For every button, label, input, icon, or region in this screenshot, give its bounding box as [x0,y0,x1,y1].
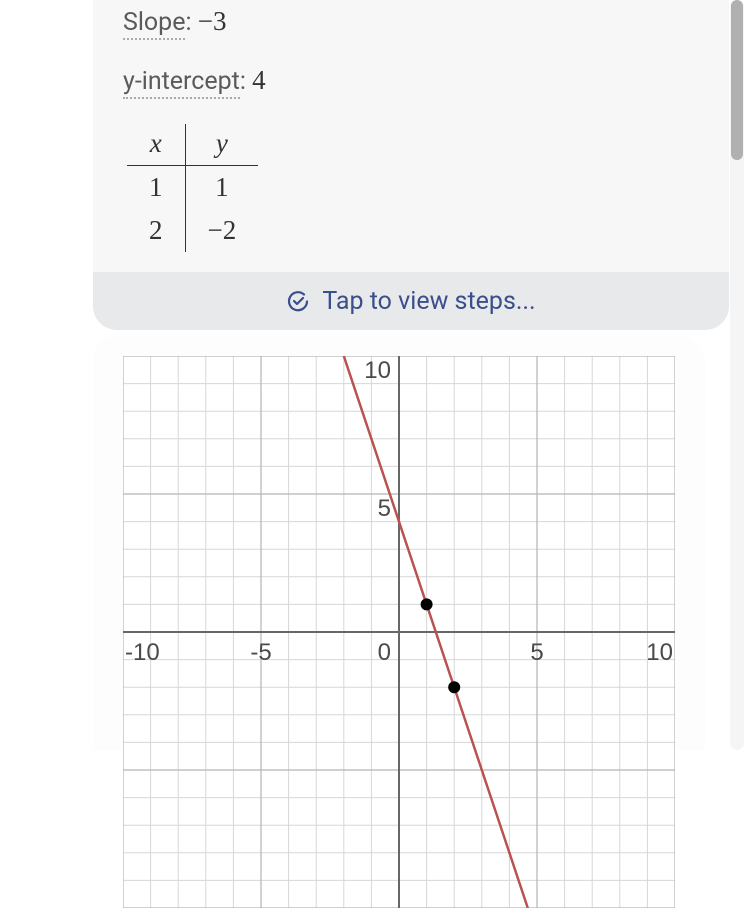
cell-x: 2 [127,209,185,252]
svg-text:-5: -5 [250,639,271,666]
yintercept-label: y-intercept [123,67,240,99]
svg-text:0: 0 [378,639,391,666]
table-header-y: y [185,124,258,166]
view-steps-label: Tap to view steps... [322,287,535,316]
slope-value: −3 [198,6,227,36]
table-row: 2 −2 [127,209,258,252]
table-header-x: x [127,124,185,166]
colon: : [240,67,252,96]
svg-text:10: 10 [364,357,391,384]
cell-x: 1 [127,166,185,210]
xy-table: x y 1 1 2 −2 [127,124,258,252]
info-section: Slope: −3 y-intercept: 4 x y 1 1 2 −2 [93,0,729,272]
graph-svg: -10 -5 0 5 10 5 10 [123,356,675,908]
svg-text:5: 5 [378,495,391,522]
cell-y: −2 [185,209,258,252]
table-body: 1 1 2 −2 [127,166,258,253]
svg-text:5: 5 [530,639,543,666]
scrollbar-thumb[interactable] [731,0,743,160]
colon: : [185,8,197,37]
check-circle-icon [286,289,310,313]
table-row: 1 1 [127,166,258,210]
graph-area[interactable]: -10 -5 0 5 10 5 10 [123,356,675,750]
svg-text:-10: -10 [125,639,160,666]
slope-line: Slope: −3 [123,6,699,37]
cell-y: 1 [185,166,258,210]
graph-card: -10 -5 0 5 10 5 10 [93,336,705,750]
svg-text:10: 10 [646,639,673,666]
yintercept-value: 4 [252,65,266,95]
slope-label: Slope [123,8,185,40]
yintercept-line: y-intercept: 4 [123,65,699,96]
view-steps-button[interactable]: Tap to view steps... [93,272,729,330]
results-card: Slope: −3 y-intercept: 4 x y 1 1 2 −2 [93,0,729,330]
